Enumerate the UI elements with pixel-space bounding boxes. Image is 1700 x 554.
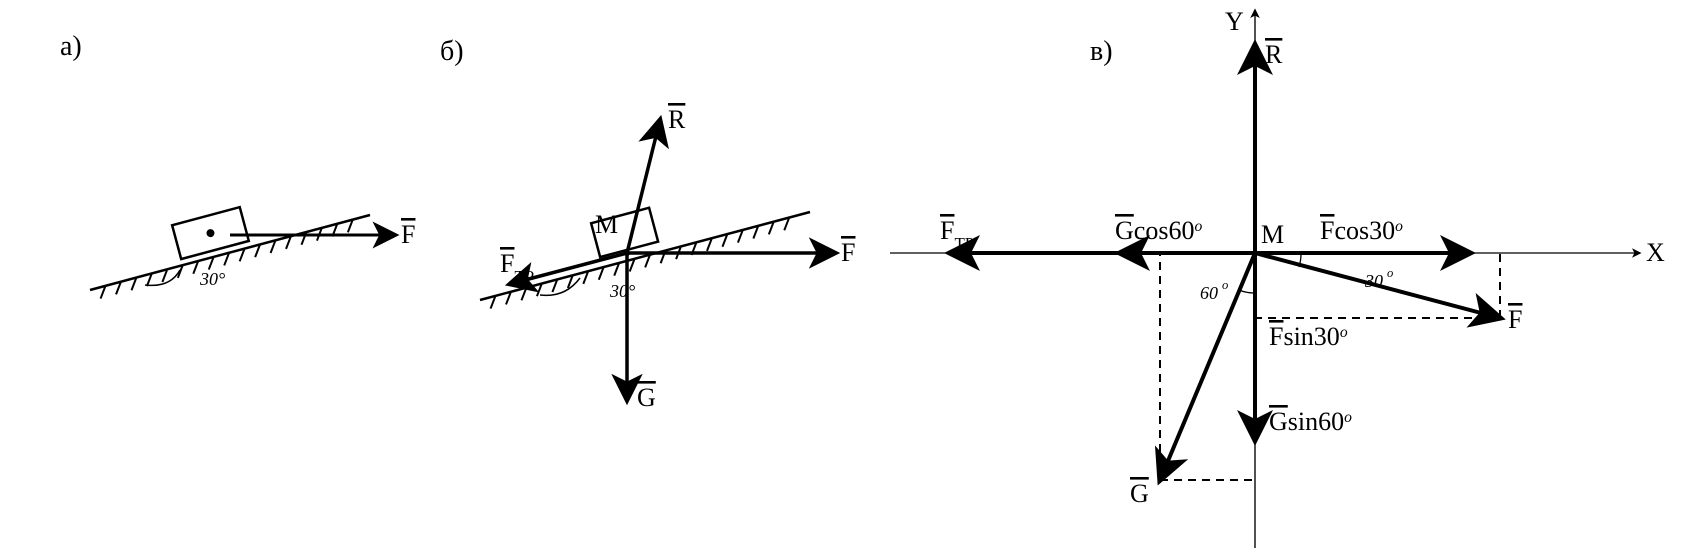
svg-text:30: 30 xyxy=(1364,271,1383,291)
label-F-b: F xyxy=(841,238,855,267)
label-F-c: F xyxy=(1508,305,1522,334)
label-Fsin30: Fsin30o xyxy=(1269,322,1348,351)
label-R-c: R xyxy=(1265,40,1283,69)
label-Y: Y xyxy=(1225,7,1244,36)
panel-b-label: б) xyxy=(440,36,464,67)
label-M-c: M xyxy=(1261,220,1284,249)
label-Gcos60: Gcos60o xyxy=(1115,216,1202,245)
label-M-b: M xyxy=(595,210,618,239)
panel-a-label: а) xyxy=(60,31,82,62)
svg-text:o: o xyxy=(1222,278,1228,292)
label-R-b: R xyxy=(668,105,686,134)
label-G-c: G xyxy=(1130,479,1149,508)
incline-b xyxy=(480,212,810,300)
incline-a xyxy=(90,215,370,290)
svg-text:60: 60 xyxy=(1200,283,1218,303)
angle-30-a: 30° xyxy=(199,269,225,289)
label-X: X xyxy=(1646,238,1665,267)
angle-30-b: 30° xyxy=(609,281,635,301)
svg-text:o: o xyxy=(1387,266,1393,280)
label-G-b: G xyxy=(637,383,656,412)
label-Gsin60: Gsin60o xyxy=(1269,407,1352,436)
label-Ftr-c: FТР xyxy=(940,216,974,253)
label-F-a: F xyxy=(401,220,415,249)
label-Ftr-b: FТР xyxy=(500,249,534,286)
label-Fcos30: Fcos30o xyxy=(1320,216,1403,245)
panel-c-label: в) xyxy=(1090,36,1113,67)
